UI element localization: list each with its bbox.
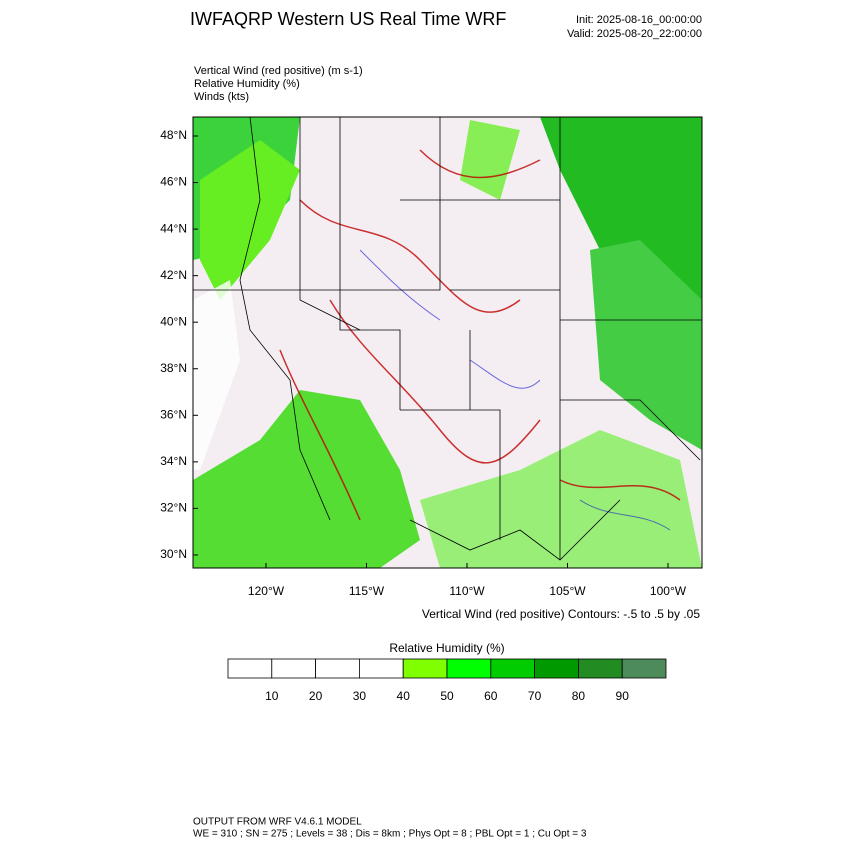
colorbar-title: Relative Humidity (%) bbox=[389, 641, 504, 655]
lat-label: 32°N bbox=[160, 501, 187, 515]
lon-label: 115°W bbox=[349, 584, 385, 598]
lat-label: 34°N bbox=[160, 454, 187, 468]
colorbar-box bbox=[315, 658, 360, 679]
lon-label: 110°W bbox=[449, 584, 485, 598]
lat-label: 48°N bbox=[160, 128, 187, 142]
lat-labels: 48°N 46°N 44°N 42°N 40°N 38°N 36°N 34°N 32°N 30°N bbox=[160, 128, 198, 561]
colorbar-box bbox=[578, 658, 623, 679]
colorbar-label: 40 bbox=[397, 689, 411, 703]
contour-note: Vertical Wind (red positive) Contours: -… bbox=[422, 607, 700, 621]
lon-labels: 120°W 115°W 110°W 105°W 100°W bbox=[248, 563, 687, 598]
colorbar-label: 80 bbox=[572, 689, 586, 703]
colorbar-label: 20 bbox=[309, 689, 323, 703]
colorbar-box bbox=[358, 658, 404, 679]
lat-label: 44°N bbox=[160, 221, 187, 235]
colorbar-box bbox=[446, 658, 492, 679]
colorbar-label: 90 bbox=[616, 689, 630, 703]
lon-label: 105°W bbox=[549, 584, 586, 598]
colorbar-label: 50 bbox=[440, 689, 454, 703]
colorbar-box bbox=[227, 658, 273, 679]
lon-label: 100°W bbox=[650, 584, 687, 598]
footer-line: WE = 310 ; SN = 275 ; Levels = 38 ; Dis … bbox=[193, 829, 587, 840]
colorbar-box bbox=[490, 658, 535, 679]
colorbar-label: 60 bbox=[484, 689, 498, 703]
colorbar-box bbox=[534, 658, 579, 679]
init-time: Init: 2025-08-16_00:00:00 bbox=[576, 14, 702, 26]
lat-label: 30°N bbox=[160, 547, 187, 561]
lon-label: 120°W bbox=[248, 584, 285, 598]
footer-line: OUTPUT FROM WRF V4.6.1 MODEL bbox=[193, 817, 362, 828]
lat-label: 38°N bbox=[160, 361, 187, 375]
colorbar-label: 70 bbox=[528, 689, 542, 703]
colorbar-label: 10 bbox=[265, 689, 279, 703]
colorbar-box bbox=[402, 658, 448, 679]
map bbox=[192, 116, 703, 569]
colorbar-box bbox=[271, 658, 316, 679]
lat-label: 40°N bbox=[160, 314, 187, 328]
colorbar-box bbox=[621, 658, 667, 679]
field-label: Winds (kts) bbox=[194, 91, 249, 103]
field-label: Vertical Wind (red positive) (m s-1) bbox=[194, 65, 363, 77]
lat-label: 36°N bbox=[160, 407, 187, 421]
colorbar: 10 20 30 40 50 60 70 80 90 bbox=[227, 658, 667, 703]
valid-time: Valid: 2025-08-20_22:00:00 bbox=[567, 28, 702, 40]
title: IWFAQRP Western US Real Time WRF bbox=[190, 9, 506, 29]
colorbar-label: 30 bbox=[353, 689, 367, 703]
lat-label: 46°N bbox=[160, 175, 187, 189]
lat-label: 42°N bbox=[160, 268, 187, 282]
field-label: Relative Humidity (%) bbox=[194, 78, 300, 90]
